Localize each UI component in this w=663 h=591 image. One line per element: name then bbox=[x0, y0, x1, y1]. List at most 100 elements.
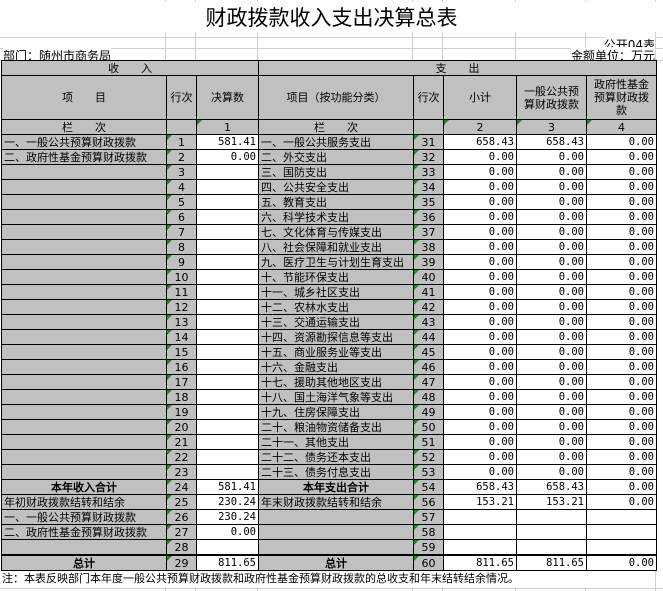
expense-general[interactable]: 658.43 bbox=[516, 134, 587, 150]
expense-general[interactable]: 0.00 bbox=[516, 344, 587, 360]
income-amount[interactable] bbox=[196, 434, 259, 450]
expense-item[interactable]: 本年支出合计 bbox=[258, 479, 414, 495]
income-item[interactable] bbox=[1, 194, 167, 210]
expense-subtotal[interactable]: 0.00 bbox=[443, 344, 517, 360]
expense-fund[interactable] bbox=[586, 509, 657, 525]
expense-subtotal[interactable]: 0.00 bbox=[443, 164, 517, 180]
expense-fund[interactable]: 0.00 bbox=[586, 434, 657, 450]
expense-general[interactable]: 0.00 bbox=[516, 149, 587, 165]
income-amount[interactable] bbox=[196, 374, 259, 390]
expense-subtotal[interactable]: 0.00 bbox=[443, 179, 517, 195]
expense-item[interactable]: 十一、城乡社区支出 bbox=[258, 284, 414, 300]
expense-general[interactable]: 0.00 bbox=[516, 314, 587, 330]
income-item[interactable]: 二、政府性基金预算财政拨款 bbox=[1, 524, 167, 540]
expense-fund[interactable]: 0.00 bbox=[586, 329, 657, 345]
expense-subtotal[interactable]: 153.21 bbox=[443, 494, 517, 510]
expense-general[interactable]: 0.00 bbox=[516, 359, 587, 375]
expense-item[interactable]: 二十、粮油物资储备支出 bbox=[258, 419, 414, 435]
expense-general[interactable]: 0.00 bbox=[516, 194, 587, 210]
income-item[interactable]: 本年收入合计 bbox=[1, 479, 167, 495]
expense-fund[interactable]: 0.00 bbox=[586, 164, 657, 180]
expense-item[interactable]: 十二、农林水支出 bbox=[258, 299, 414, 315]
income-amount[interactable]: 0.00 bbox=[196, 149, 259, 165]
income-amount[interactable]: 0.00 bbox=[196, 524, 259, 540]
income-line[interactable]: 13 bbox=[166, 314, 197, 330]
income-line[interactable]: 20 bbox=[166, 419, 197, 435]
expense-line[interactable]: 41 bbox=[413, 284, 444, 300]
income-line[interactable]: 21 bbox=[166, 434, 197, 450]
expense-item[interactable]: 总计 bbox=[258, 554, 414, 571]
expense-fund[interactable]: 0.00 bbox=[586, 374, 657, 390]
income-amount[interactable] bbox=[196, 404, 259, 420]
expense-item[interactable]: 十六、金融支出 bbox=[258, 359, 414, 375]
expense-line[interactable]: 50 bbox=[413, 419, 444, 435]
expense-line[interactable]: 58 bbox=[413, 524, 444, 540]
expense-line[interactable]: 53 bbox=[413, 464, 444, 480]
income-item[interactable] bbox=[1, 224, 167, 240]
expense-line[interactable]: 47 bbox=[413, 374, 444, 390]
income-line[interactable]: 22 bbox=[166, 449, 197, 465]
income-item[interactable] bbox=[1, 314, 167, 330]
expense-subtotal[interactable]: 0.00 bbox=[443, 314, 517, 330]
expense-fund[interactable]: 0.00 bbox=[586, 554, 657, 571]
expense-fund[interactable]: 0.00 bbox=[586, 284, 657, 300]
expense-item[interactable]: 九、医疗卫生与计划生育支出 bbox=[258, 254, 414, 270]
expense-fund[interactable]: 0.00 bbox=[586, 464, 657, 480]
expense-subtotal[interactable]: 0.00 bbox=[443, 224, 517, 240]
expense-line[interactable]: 34 bbox=[413, 179, 444, 195]
expense-line[interactable]: 35 bbox=[413, 194, 444, 210]
expense-general[interactable]: 0.00 bbox=[516, 449, 587, 465]
income-line[interactable]: 1 bbox=[166, 134, 197, 150]
income-amount[interactable] bbox=[196, 329, 259, 345]
income-amount[interactable]: 230.24 bbox=[196, 509, 259, 525]
expense-line[interactable]: 60 bbox=[413, 554, 444, 571]
income-item[interactable] bbox=[1, 254, 167, 270]
expense-line[interactable]: 48 bbox=[413, 389, 444, 405]
income-amount[interactable] bbox=[196, 284, 259, 300]
expense-line[interactable]: 49 bbox=[413, 404, 444, 420]
expense-fund[interactable]: 0.00 bbox=[586, 314, 657, 330]
income-amount[interactable]: 811.65 bbox=[196, 554, 259, 571]
expense-fund[interactable]: 0.00 bbox=[586, 239, 657, 255]
expense-fund[interactable] bbox=[586, 524, 657, 540]
expense-line[interactable]: 33 bbox=[413, 164, 444, 180]
expense-subtotal[interactable] bbox=[443, 524, 517, 540]
expense-fund[interactable]: 0.00 bbox=[586, 269, 657, 285]
income-item[interactable] bbox=[1, 269, 167, 285]
expense-subtotal[interactable]: 0.00 bbox=[443, 239, 517, 255]
expense-general[interactable]: 0.00 bbox=[516, 239, 587, 255]
expense-item[interactable]: 七、文化体育与传媒支出 bbox=[258, 224, 414, 240]
income-line[interactable]: 16 bbox=[166, 359, 197, 375]
expense-subtotal[interactable]: 0.00 bbox=[443, 299, 517, 315]
expense-fund[interactable]: 0.00 bbox=[586, 179, 657, 195]
expense-line[interactable]: 36 bbox=[413, 209, 444, 225]
expense-item[interactable] bbox=[258, 509, 414, 525]
expense-fund[interactable]: 0.00 bbox=[586, 404, 657, 420]
expense-general[interactable]: 0.00 bbox=[516, 404, 587, 420]
expense-general[interactable]: 0.00 bbox=[516, 284, 587, 300]
expense-item[interactable]: 一、一般公共服务支出 bbox=[258, 134, 414, 150]
expense-fund[interactable]: 0.00 bbox=[586, 149, 657, 165]
income-amount[interactable] bbox=[196, 464, 259, 480]
income-item[interactable] bbox=[1, 164, 167, 180]
expense-fund[interactable]: 0.00 bbox=[586, 344, 657, 360]
income-line[interactable]: 9 bbox=[166, 254, 197, 270]
expense-item[interactable]: 四、公共安全支出 bbox=[258, 179, 414, 195]
income-item[interactable]: 一、一般公共预算财政拨款 bbox=[1, 509, 167, 525]
expense-fund[interactable]: 0.00 bbox=[586, 359, 657, 375]
expense-general[interactable]: 658.43 bbox=[516, 479, 587, 495]
expense-fund[interactable]: 0.00 bbox=[586, 419, 657, 435]
expense-general[interactable]: 153.21 bbox=[516, 494, 587, 510]
income-line[interactable]: 19 bbox=[166, 404, 197, 420]
expense-item[interactable]: 十七、援助其他地区支出 bbox=[258, 374, 414, 390]
expense-fund[interactable]: 0.00 bbox=[586, 209, 657, 225]
expense-line[interactable]: 52 bbox=[413, 449, 444, 465]
income-item[interactable] bbox=[1, 284, 167, 300]
expense-subtotal[interactable]: 0.00 bbox=[443, 284, 517, 300]
expense-line[interactable]: 38 bbox=[413, 239, 444, 255]
income-line[interactable]: 4 bbox=[166, 179, 197, 195]
income-line[interactable]: 28 bbox=[166, 539, 197, 556]
expense-line[interactable]: 37 bbox=[413, 224, 444, 240]
expense-general[interactable] bbox=[516, 524, 587, 540]
income-item[interactable] bbox=[1, 239, 167, 255]
